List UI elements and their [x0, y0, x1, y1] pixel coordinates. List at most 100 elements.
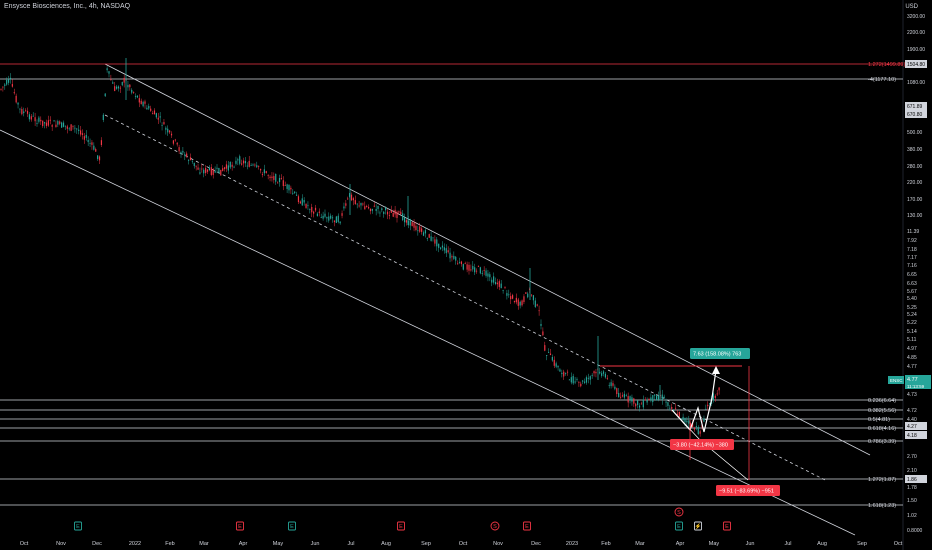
- candle-body: [447, 250, 449, 253]
- time-tick-label: Jun: [311, 541, 320, 547]
- candle-body: [72, 125, 74, 127]
- candle-body: [405, 220, 408, 223]
- candle-body: [462, 264, 464, 270]
- level-label: 1.272(1.87): [868, 477, 896, 483]
- candle-body: [269, 176, 271, 179]
- candle-body: [76, 128, 78, 130]
- candle-body: [339, 221, 341, 224]
- time-tick-label: Oct: [459, 541, 468, 547]
- candle-body: [295, 194, 298, 196]
- price-tick-label: 1.50: [907, 498, 917, 504]
- candle-body: [400, 211, 402, 215]
- time-tick-label: Dec: [92, 541, 102, 547]
- channel-lower: [0, 129, 856, 536]
- level-label: -4(1177.10): [868, 77, 896, 83]
- price-tick-label: 170.00: [907, 197, 923, 203]
- candle-body: [682, 416, 684, 421]
- measure-tools: 7.63 (158.08%) 763 −3.80 (−42.14%) −380 −9…: [670, 348, 780, 496]
- candle-body: [246, 165, 248, 167]
- candle-body: [138, 98, 140, 103]
- candle-body: [229, 161, 231, 168]
- candle-body: [436, 239, 438, 247]
- candle-body: [303, 200, 305, 203]
- candle-body: [494, 282, 497, 285]
- candle-body: [45, 122, 48, 126]
- event-marker-label: S: [677, 510, 681, 516]
- candle-body: [203, 169, 205, 174]
- channel-lines: [0, 63, 871, 536]
- price-axis-box: [905, 60, 927, 68]
- candle-body: [716, 393, 718, 395]
- candle-body: [690, 423, 692, 428]
- candle-body: [341, 213, 343, 216]
- event-marker-label: E: [399, 524, 403, 530]
- candle-body: [388, 215, 391, 216]
- candle-body: [322, 215, 324, 219]
- price-axis-box-label: 4.18: [907, 433, 917, 439]
- candle-body: [559, 369, 561, 372]
- candle-body: [362, 203, 364, 205]
- candle-body: [445, 248, 447, 254]
- candle-body: [714, 395, 716, 398]
- candle-body: [375, 208, 377, 211]
- candle-body: [585, 377, 588, 383]
- price-tick-label: 280.00: [907, 164, 923, 170]
- candle-body: [619, 396, 622, 398]
- candle-body: [284, 184, 286, 186]
- candle-body: [534, 300, 536, 308]
- candle-body: [299, 201, 301, 204]
- candle-body: [671, 407, 673, 409]
- time-tick-label: Nov: [56, 541, 66, 547]
- candle-body: [155, 113, 157, 118]
- candle-body: [648, 398, 650, 401]
- time-tick-label: 2022: [129, 541, 141, 547]
- candle-body: [100, 140, 103, 145]
- candle-body: [705, 408, 707, 410]
- candle-body: [133, 91, 135, 93]
- candle-body: [40, 119, 42, 122]
- candle-body: [612, 383, 614, 386]
- candle-body: [62, 122, 65, 127]
- candle-body: [19, 108, 21, 110]
- candle-body: [572, 375, 574, 384]
- candle-body: [691, 423, 694, 428]
- candle-body: [358, 205, 360, 207]
- candle-body: [115, 86, 118, 89]
- candle-body: [49, 119, 51, 121]
- candle-body: [231, 164, 233, 167]
- candle-body: [515, 297, 517, 303]
- measure-box: [716, 485, 780, 496]
- candle-body: [129, 84, 131, 88]
- candle-body: [468, 264, 470, 271]
- candle-body: [297, 196, 300, 203]
- candle-body: [602, 371, 605, 374]
- last-price-label: 4.77: [907, 377, 918, 383]
- candle-body: [403, 217, 406, 223]
- projection-arrowhead: [712, 366, 720, 374]
- level-label: 0.786(3.39): [868, 439, 896, 445]
- price-tick-label: 5.67: [907, 289, 917, 295]
- candle-body: [371, 208, 373, 211]
- candle-body: [316, 213, 319, 216]
- candle-body: [210, 167, 212, 175]
- candle-body: [36, 123, 38, 124]
- candle-body: [415, 225, 417, 231]
- candle-body: [394, 209, 396, 215]
- last-price-countdown: 11:13:59: [907, 384, 925, 389]
- candle-body: [481, 273, 483, 274]
- candle-body: [163, 122, 165, 125]
- candle-body: [191, 160, 193, 162]
- candle-body: [153, 110, 156, 115]
- candle-body: [55, 124, 57, 128]
- candle-body: [57, 121, 59, 125]
- candle-body: [438, 243, 440, 248]
- candle-body: [38, 117, 40, 122]
- candle-body: [697, 427, 699, 435]
- candle-body: [578, 382, 580, 384]
- level-label: 1.272(1499.89): [868, 62, 905, 68]
- candle-body: [576, 379, 578, 381]
- time-tick-label: Apr: [676, 541, 685, 547]
- candle-body: [409, 218, 411, 226]
- price-axis-box: [905, 102, 927, 110]
